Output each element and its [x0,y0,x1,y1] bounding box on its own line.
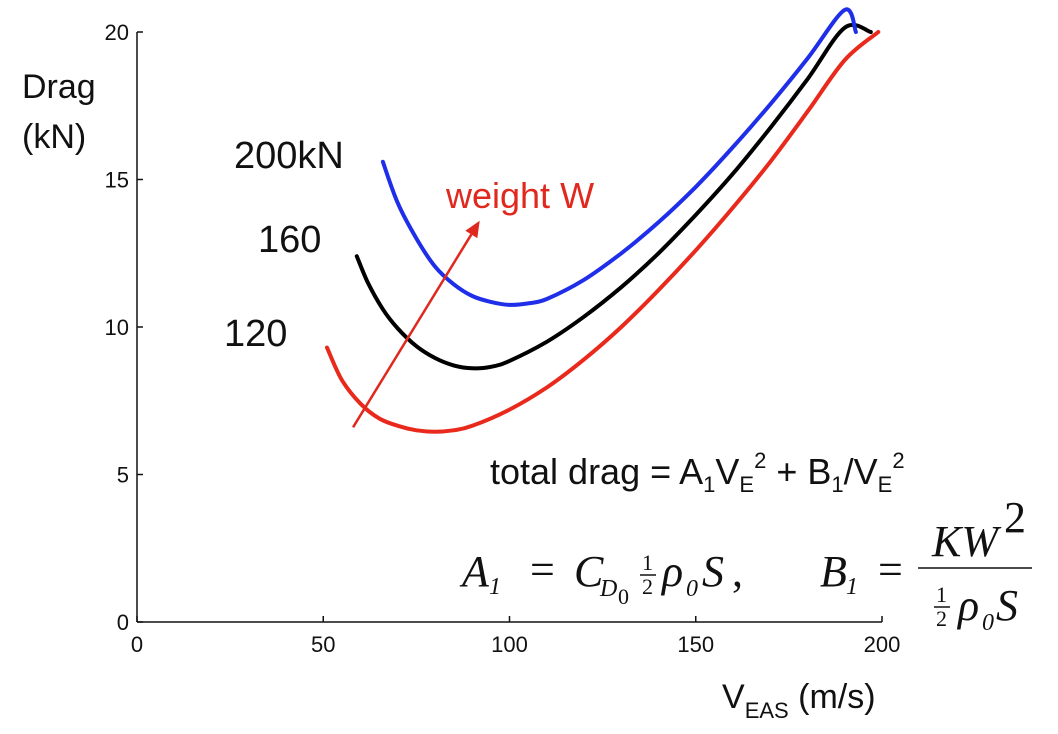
series-line-200kN [380,7,858,307]
svg-text:0: 0 [982,610,994,636]
y-tick-label: 15 [105,168,129,193]
svg-text:KW: KW [931,517,1001,566]
svg-text:B: B [820,547,847,596]
y-tick-label: 20 [105,20,129,45]
svg-text:A: A [459,547,490,596]
y-tick-label: 0 [117,610,129,635]
svg-text:2: 2 [642,574,653,599]
y-axis-title-line1: Drag [22,68,96,106]
svg-text:1: 1 [642,550,653,575]
svg-text:1: 1 [489,574,501,600]
y-tick-label: 10 [105,315,129,340]
y-axis-title-line2: (kN) [22,118,86,156]
series-line-160 [354,22,873,371]
svg-text:ρ: ρ [956,581,979,630]
x-tick-label: 0 [131,632,143,657]
svg-text:1: 1 [846,574,858,600]
svg-text:S: S [996,581,1018,630]
series-label-200kN: 200kN [234,135,344,177]
weight-arrow-label: weight W [445,175,594,216]
x-tick-label: 100 [491,632,528,657]
svg-text:1: 1 [936,582,947,607]
y-tick-label: 5 [117,463,129,488]
b1-formula: B 1 = KW 2 1 2 ρ 0 S [820,493,1032,636]
x-tick-label: 50 [311,632,335,657]
x-tick-label: 200 [864,632,901,657]
a1-formula: A 1 = C D 0 1 2 ρ 0 S , [459,545,743,609]
series-line-120 [325,30,881,434]
x-axis-title: VEAS (m/s) [722,678,876,723]
series-label-160: 160 [258,219,321,261]
svg-text:ρ: ρ [660,547,683,596]
svg-text:C: C [574,547,604,596]
x-tick-label: 150 [677,632,714,657]
svg-text:0: 0 [618,584,629,609]
series-label-120: 120 [224,313,287,355]
total-drag-equation: total drag = A1VE2 + B1/VE2 [490,448,905,497]
weight-arrow-shaft [351,233,473,428]
svg-text:,: , [732,547,743,596]
svg-text:=: = [530,545,555,594]
svg-text:2: 2 [936,606,947,631]
svg-text:D: D [599,576,617,602]
svg-text:0: 0 [686,576,698,602]
svg-text:=: = [878,545,903,594]
svg-text:S: S [702,547,724,596]
svg-text:2: 2 [1004,493,1026,542]
weight-arrow-head [465,220,480,239]
